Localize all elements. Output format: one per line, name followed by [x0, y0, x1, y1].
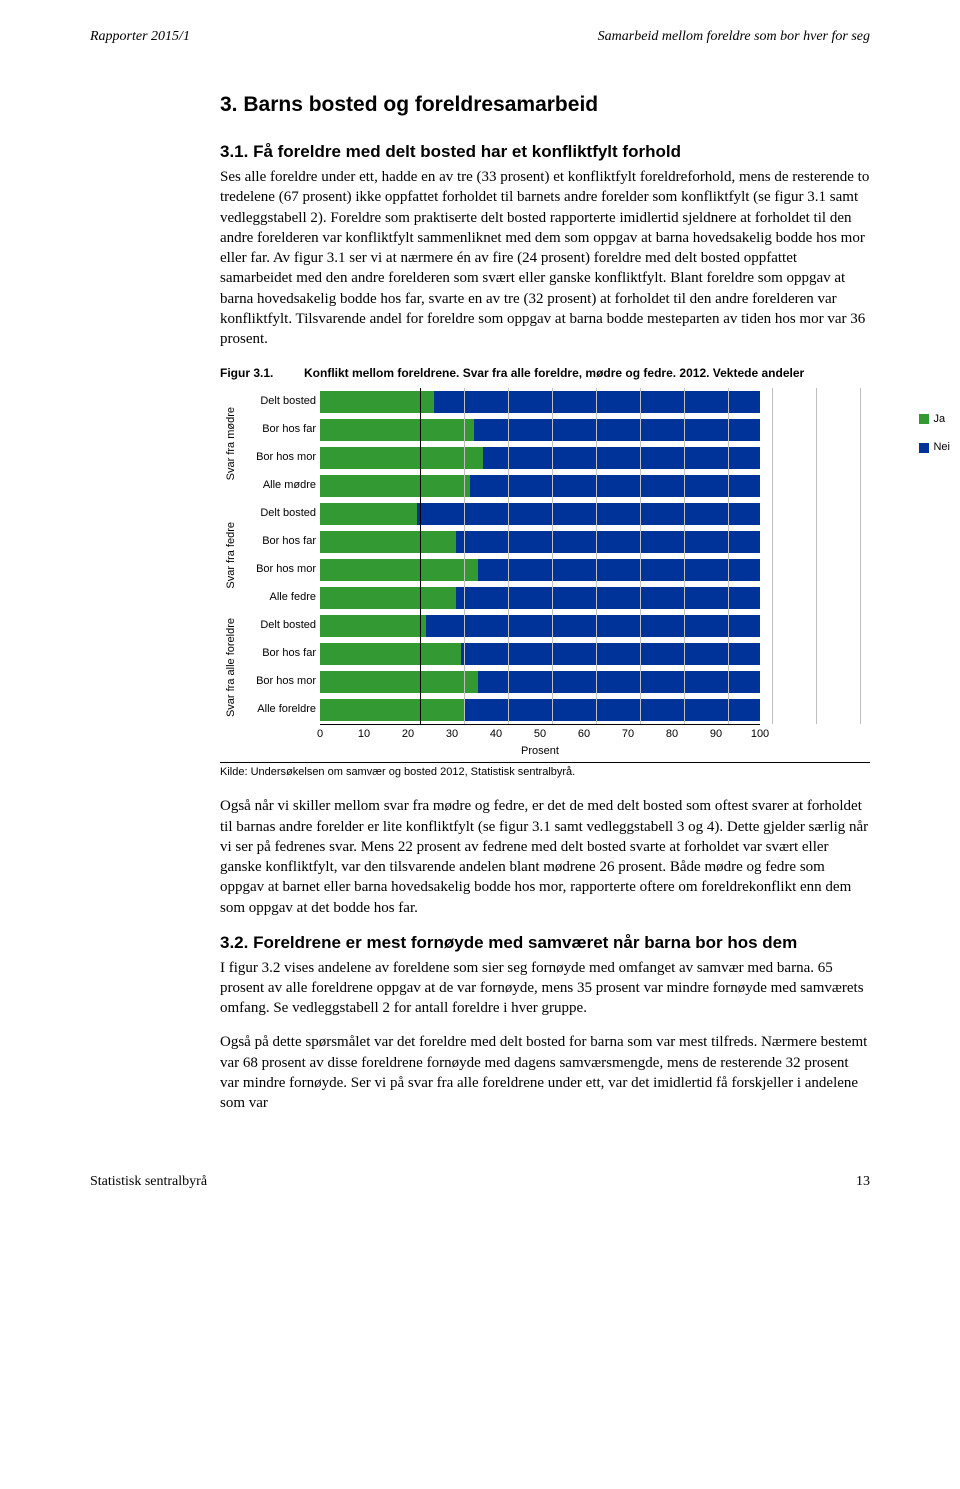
chart-bar-label: Bor hos far — [242, 534, 320, 549]
chart-bar-label: Bor hos far — [242, 422, 320, 437]
chart-x-label: Prosent — [320, 744, 760, 759]
chart-x-tick: 50 — [534, 727, 546, 742]
chart-bar-row: Alle fedre — [242, 584, 760, 612]
chart-bar-segment-nei — [478, 671, 760, 693]
chart-x-axis: 0102030405060708090100 — [320, 724, 760, 742]
para-after-figure: Også når vi skiller mellom svar fra mødr… — [220, 796, 870, 918]
chart-legend: Ja Nei — [919, 412, 950, 470]
chart-bar-segment-ja — [320, 671, 478, 693]
chart-group-label: Svar fra fedre — [220, 500, 242, 612]
chart-bar-segment-ja — [320, 699, 465, 721]
chart-bar-row: Bor hos mor — [242, 668, 760, 696]
chart-bar-label: Alle foreldre — [242, 702, 320, 717]
figure-3-1-caption: Figur 3.1. Konflikt mellom foreldrene. S… — [220, 365, 870, 381]
chart-bar-row: Bor hos far — [242, 416, 760, 444]
footer-page-number: 13 — [856, 1173, 870, 1192]
chart-x-tick: 0 — [317, 727, 323, 742]
chart-bar-segment-nei — [483, 447, 760, 469]
chart-x-tick: 30 — [446, 727, 458, 742]
legend-swatch — [919, 414, 929, 424]
chart-bar-label: Delt bosted — [242, 618, 320, 633]
running-head-right: Samarbeid mellom foreldre som bor hver f… — [598, 28, 870, 47]
subsection-3-1-body: Ses alle foreldre under ett, hadde en av… — [220, 167, 870, 349]
chart-x-tick: 10 — [358, 727, 370, 742]
chart-bar-label: Alle fedre — [242, 590, 320, 605]
chart-bar-segment-ja — [320, 391, 434, 413]
figure-number: Figur 3.1. — [220, 365, 304, 381]
chart-bar-segment-ja — [320, 475, 470, 497]
chart-bar-segment-ja — [320, 587, 456, 609]
chart-bar-row: Alle foreldre — [242, 696, 760, 724]
chart-bar-row: Delt bosted — [242, 612, 760, 640]
legend-label: Nei — [933, 440, 950, 455]
chart-x-tick: 90 — [710, 727, 722, 742]
chart-x-tick: 80 — [666, 727, 678, 742]
chart-bar-row: Bor hos mor — [242, 444, 760, 472]
subsection-3-2-title: 3.2. Foreldrene er mest fornøyde med sam… — [220, 932, 870, 955]
chart-bar-row: Bor hos far — [242, 528, 760, 556]
page-footer: Statistisk sentralbyrå 13 — [90, 1173, 870, 1192]
chart-x-tick: 40 — [490, 727, 502, 742]
chart-bar-segment-nei — [456, 587, 760, 609]
figure-3-1-chart: Svar fra mødreDelt bostedBor hos farBor … — [220, 388, 870, 759]
chart-bar-row: Bor hos far — [242, 640, 760, 668]
chart-bar-label: Delt bosted — [242, 394, 320, 409]
running-head-left: Rapporter 2015/1 — [90, 28, 190, 47]
chart-bar-segment-nei — [474, 419, 760, 441]
chart-bar-segment-nei — [434, 391, 760, 413]
chart-bar-segment-ja — [320, 559, 478, 581]
chart-bar-segment-nei — [417, 503, 760, 525]
section-3-title: 3. Barns bosted og foreldresamarbeid — [220, 91, 870, 119]
chart-bar-segment-nei — [465, 699, 760, 721]
running-head: Rapporter 2015/1 Samarbeid mellom foreld… — [90, 28, 870, 47]
chart-bar-label: Delt bosted — [242, 506, 320, 521]
footer-left: Statistisk sentralbyrå — [90, 1173, 207, 1192]
chart-bar-segment-ja — [320, 615, 426, 637]
chart-x-tick: 70 — [622, 727, 634, 742]
chart-x-tick: 100 — [751, 727, 769, 742]
chart-group-label: Svar fra mødre — [220, 388, 242, 500]
chart-bar-segment-nei — [470, 475, 760, 497]
chart-bar-segment-ja — [320, 643, 461, 665]
chart-bar-segment-ja — [320, 419, 474, 441]
chart-bar-segment-ja — [320, 531, 456, 553]
chart-group-label: Svar fra alle foreldre — [220, 612, 242, 724]
chart-bar-segment-ja — [320, 503, 417, 525]
legend-item: Nei — [919, 440, 950, 455]
chart-bar-row: Delt bosted — [242, 500, 760, 528]
chart-bar-segment-nei — [426, 615, 760, 637]
legend-item: Ja — [919, 412, 950, 427]
chart-x-tick: 20 — [402, 727, 414, 742]
chart-bar-segment-nei — [456, 531, 760, 553]
subsection-3-2-p2: Også på dette spørsmålet var det foreldr… — [220, 1032, 870, 1113]
figure-3-1-source: Kilde: Undersøkelsen om samvær og bosted… — [220, 762, 870, 780]
chart-bar-row: Bor hos mor — [242, 556, 760, 584]
legend-label: Ja — [933, 412, 945, 427]
chart-bar-label: Bor hos mor — [242, 562, 320, 577]
chart-bar-segment-nei — [478, 559, 760, 581]
chart-bar-row: Alle mødre — [242, 472, 760, 500]
chart-bar-label: Bor hos mor — [242, 450, 320, 465]
chart-bar-label: Bor hos mor — [242, 674, 320, 689]
chart-bar-label: Bor hos far — [242, 646, 320, 661]
subsection-3-2-p1: I figur 3.2 vises andelene av foreldene … — [220, 958, 870, 1019]
chart-bar-segment-ja — [320, 447, 483, 469]
figure-title: Konflikt mellom foreldrene. Svar fra all… — [304, 365, 804, 381]
chart-bar-label: Alle mødre — [242, 478, 320, 493]
legend-swatch — [919, 443, 929, 453]
chart-bar-segment-nei — [461, 643, 760, 665]
chart-bar-row: Delt bosted — [242, 388, 760, 416]
subsection-3-1-title: 3.1. Få foreldre med delt bosted har et … — [220, 141, 870, 164]
chart-x-tick: 60 — [578, 727, 590, 742]
